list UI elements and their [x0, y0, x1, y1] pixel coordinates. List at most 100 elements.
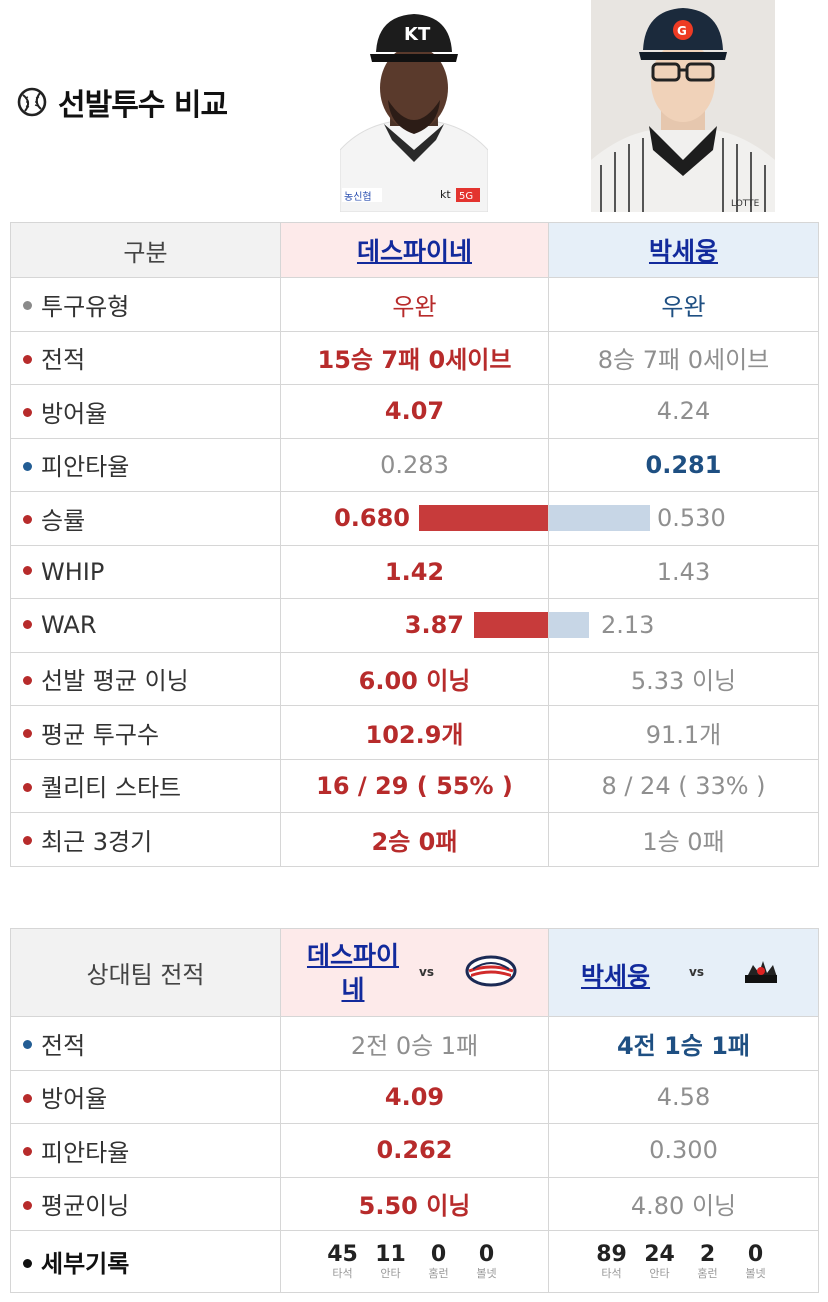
bullet-dot [23, 408, 32, 418]
stat-walks: 0 볼넷 [745, 1241, 766, 1280]
player2-value: 2.13 [601, 611, 655, 640]
table-row: 퀄리티 스타트 16 / 29 ( 55% ) 8 / 24 ( 33% ) [10, 758, 819, 813]
table-row: 피안타율 0.283 0.281 [10, 437, 819, 492]
player2-value: 0.530 [657, 504, 726, 533]
bullet-dot [23, 461, 32, 471]
player1-value: 6.00 이닝 [280, 651, 549, 706]
bullet-dot [23, 515, 32, 525]
row-label: 전적 [10, 330, 281, 385]
table-row: 평균 투구수 102.9개 91.1개 [10, 705, 819, 760]
baseball-icon [17, 87, 47, 117]
bullet-dot [23, 566, 32, 576]
player1-value: 5.50 이닝 [280, 1176, 549, 1231]
player2-value: 1승 0패 [548, 812, 819, 867]
table-row: 투구유형 우완 우완 [10, 277, 819, 332]
row-label: 피안타율 [10, 437, 281, 492]
svg-text:LOTTE: LOTTE [731, 199, 760, 209]
player2-bar-cell: 2.13 [548, 598, 819, 653]
player2-header: 박세웅 vs [548, 928, 819, 1017]
player1-name-link[interactable]: 데스파이 네 [306, 941, 399, 1004]
svg-text:KT: KT [404, 24, 431, 45]
vs-label: vs [689, 965, 704, 979]
row-label: 방어율 [10, 1069, 281, 1124]
player1-value: 3.87 [404, 611, 464, 640]
player1-value: 우완 [280, 277, 549, 332]
player2-detail-stats: 89 타석 24 안타 2 홈런 0 볼넷 [548, 1230, 819, 1293]
player1-value: 0.283 [280, 437, 549, 492]
header: 선발투수 비교 농신협 kt 5G KT [0, 0, 828, 222]
table-row: 평균이닝 5.50 이닝 4.80 이닝 [10, 1176, 819, 1231]
row-label: 전적 [10, 1016, 281, 1071]
svg-text:G: G [677, 24, 687, 38]
table-row: 방어율 4.09 4.58 [10, 1069, 819, 1124]
player2-name-link[interactable]: 박세웅 [581, 962, 651, 991]
player1-value: 4.07 [280, 384, 549, 439]
stat-plate-appearances: 89 타석 [596, 1241, 627, 1280]
row-label: 승률 [10, 491, 281, 546]
detail-row: 세부기록 45 타석 11 안타 0 홈런 0 볼넷 89 타석 24 안타 2 홈런 0 볼넷 [10, 1230, 819, 1293]
table-row: 전적 15승 7패 0세이브 8승 7패 0세이브 [10, 330, 819, 385]
player2-war-bar [549, 612, 590, 639]
stat-home-runs: 2 홈런 [697, 1241, 718, 1280]
player1-value: 2승 0패 [280, 812, 549, 867]
bullet-dot [23, 301, 32, 311]
stat-hits: 24 안타 [644, 1241, 675, 1280]
wiz-logo-icon [745, 961, 777, 983]
vs-label: vs [419, 965, 434, 979]
player2-value: 4.80 이닝 [548, 1176, 819, 1231]
svg-text:kt: kt [440, 188, 451, 201]
row-label: 투구유형 [10, 277, 281, 332]
player2-bar-cell: 0.530 [548, 491, 819, 546]
giants-logo-icon [465, 955, 517, 987]
player1-name-link[interactable]: 데스파이네 [356, 237, 472, 266]
player1-war-bar [474, 612, 548, 639]
row-label: 방어율 [10, 384, 281, 439]
player1-value: 4.09 [280, 1069, 549, 1124]
player2-value: 우완 [548, 277, 819, 332]
row-label: 평균이닝 [10, 1176, 281, 1231]
stat-walks: 0 볼넷 [476, 1241, 497, 1280]
bullet-dot [23, 619, 32, 629]
header-label: 구분 [10, 222, 281, 278]
row-label: 피안타율 [10, 1123, 281, 1178]
player2-value: 91.1개 [548, 705, 819, 760]
row-label: WAR [10, 598, 281, 653]
stat-plate-appearances: 45 타석 [327, 1241, 358, 1280]
bullet-dot [23, 782, 32, 792]
svg-text:농신협: 농신협 [344, 190, 372, 203]
player2-value: 4.58 [548, 1069, 819, 1124]
page-title: 선발투수 비교 [58, 88, 228, 123]
player1-value: 102.9개 [280, 705, 549, 760]
bullet-dot [23, 729, 32, 739]
opponent-record-table: 상대팀 전적 데스파이 네 vs 박세웅 vs 전적 [10, 928, 819, 1293]
stat-home-runs: 0 홈런 [428, 1241, 449, 1280]
row-label: WHIP [10, 544, 281, 599]
table-row: 선발 평균 이닝 6.00 이닝 5.33 이닝 [10, 651, 819, 706]
player2-value: 1.43 [548, 544, 819, 599]
player2-win-rate-bar [549, 505, 650, 532]
player2-value: 0.281 [548, 437, 819, 492]
table-row: 승률 0.680 0.530 [10, 491, 819, 546]
player2-value: 8승 7패 0세이브 [548, 330, 819, 385]
title-area: 선발투수 비교 [16, 80, 228, 124]
player1-header: 데스파이 네 vs [280, 928, 549, 1017]
bullet-dot [23, 675, 32, 685]
player2-value: 4전 1승 1패 [548, 1016, 819, 1071]
player1-value: 0.680 [334, 504, 410, 533]
player2-value: 5.33 이닝 [548, 651, 819, 706]
player2-value: 0.300 [548, 1123, 819, 1178]
player2-value: 4.24 [548, 384, 819, 439]
bullet-dot [23, 354, 32, 364]
table-row: 최근 3경기 2승 0패 1승 0패 [10, 812, 819, 867]
table-header-row: 구분 데스파이네 박세웅 [10, 222, 819, 278]
header-label: 상대팀 전적 [10, 928, 281, 1017]
row-label: 세부기록 [10, 1230, 281, 1293]
player1-header: 데스파이네 [280, 222, 549, 278]
bullet-dot [23, 1200, 32, 1210]
player2-name-link[interactable]: 박세웅 [648, 237, 718, 266]
table-row: WAR 3.87 2.13 [10, 598, 819, 653]
bullet-dot [23, 1040, 32, 1050]
table-header-row: 상대팀 전적 데스파이 네 vs 박세웅 vs [10, 928, 819, 1017]
row-label: 평균 투구수 [10, 705, 281, 760]
player1-value: 15승 7패 0세이브 [280, 330, 549, 385]
